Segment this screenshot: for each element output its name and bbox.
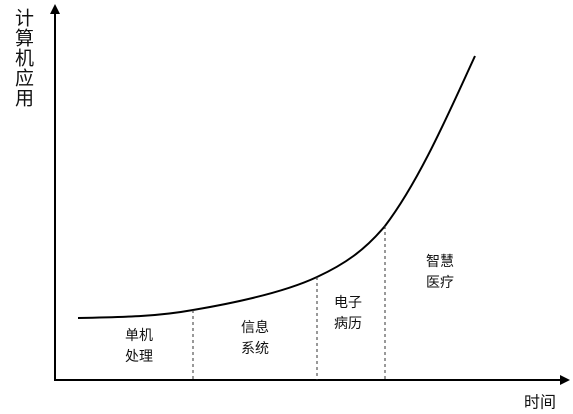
growth-curve <box>77 55 476 319</box>
stage-label: 智慧 <box>426 254 454 270</box>
stage-label: 单机 <box>125 328 153 344</box>
stage-label: 病历 <box>334 316 362 332</box>
stage-label: 系统 <box>241 341 269 357</box>
x-axis-label: 时间 <box>524 393 556 412</box>
stage-label: 处理 <box>125 349 153 365</box>
stage-label: 电子 <box>334 295 362 311</box>
stage-label: 信息 <box>241 319 269 336</box>
y-axis-label: 计算机应用 <box>12 8 34 108</box>
stage-label: 医疗 <box>426 275 454 291</box>
